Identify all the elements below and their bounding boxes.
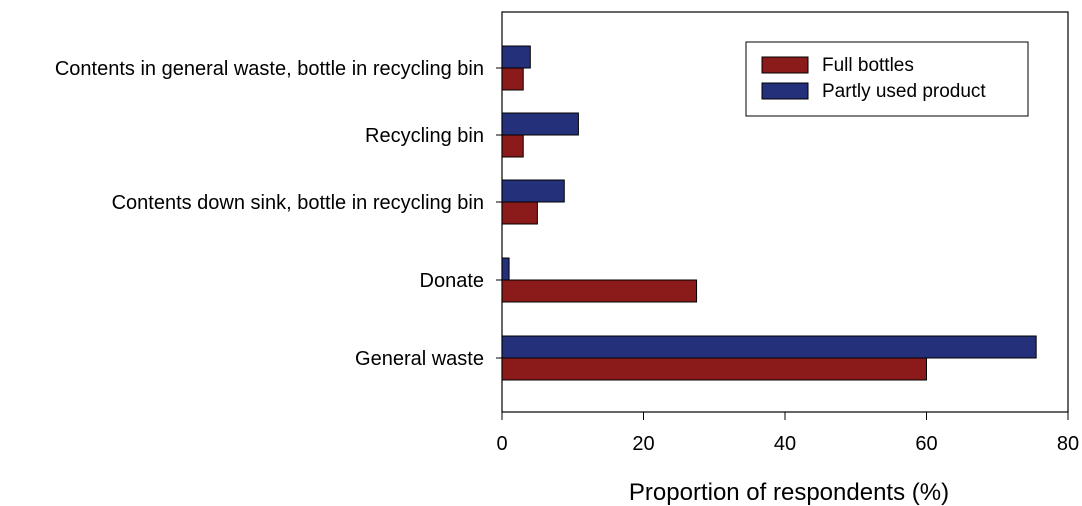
legend-label-full-bottles: Full bottles: [822, 55, 914, 76]
category-label-0: Contents in general waste, bottle in rec…: [55, 58, 484, 80]
legend: Full bottles Partly used product: [745, 41, 1029, 117]
category-label-2: Contents down sink, bottle in recycling …: [112, 192, 484, 214]
x-tick-label-2: 40: [774, 433, 796, 455]
bar-full-bottles-1: [501, 134, 524, 158]
legend-label-partly-used: Partly used product: [822, 81, 986, 102]
x-tick-label-1: 20: [632, 433, 654, 455]
bar-partly-used-2: [501, 179, 565, 203]
category-label-1: Recycling bin: [365, 125, 484, 147]
category-label-4: General waste: [355, 348, 484, 370]
category-label-3: Donate: [420, 270, 485, 292]
bars-group: [501, 45, 1037, 381]
x-tick-label-3: 60: [915, 433, 937, 455]
bar-full-bottles-0: [501, 67, 524, 91]
category-labels: Contents in general waste, bottle in rec…: [55, 58, 502, 370]
legend-swatch-full-bottles: [761, 56, 809, 74]
bar-partly-used-0: [501, 45, 531, 69]
bar-partly-used-1: [501, 112, 579, 136]
x-axis-title: Proportion of respondents (%): [629, 479, 949, 506]
bar-partly-used-4: [501, 335, 1037, 359]
bar-partly-used-3: [501, 257, 510, 281]
bar-full-bottles-3: [501, 279, 698, 303]
x-tick-label-0: 0: [496, 433, 507, 455]
legend-box: [745, 41, 1029, 117]
x-tick-label-4: 80: [1057, 433, 1079, 455]
bar-full-bottles-4: [501, 357, 927, 381]
x-axis-ticks: 0 20 40 60 80: [496, 412, 1079, 455]
bar-full-bottles-2: [501, 201, 538, 225]
legend-swatch-partly-used: [761, 82, 809, 100]
